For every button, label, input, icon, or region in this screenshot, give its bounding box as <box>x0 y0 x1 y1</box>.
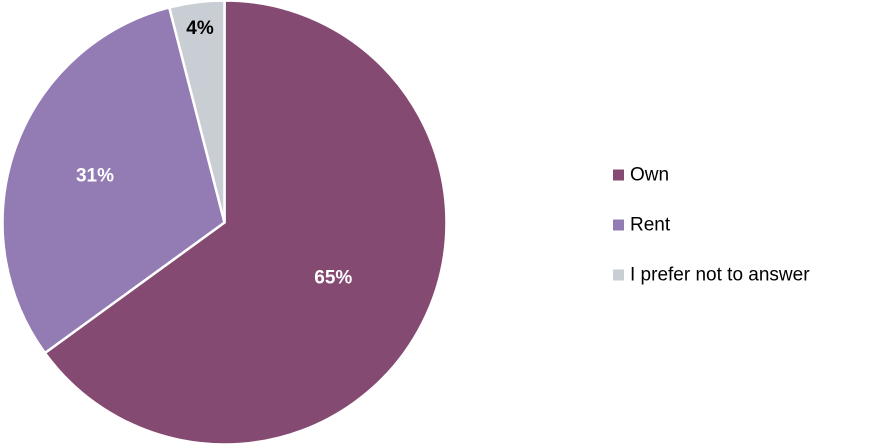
legend: Own Rent I prefer not to answer <box>613 165 810 286</box>
pie-slice-i-prefer-not-to-answer <box>168 0 226 224</box>
data-label-own: 65% <box>314 267 352 288</box>
data-label-rent: 31% <box>76 165 114 186</box>
legend-swatch-own <box>613 169 624 181</box>
legend-swatch-rent <box>613 219 624 231</box>
legend-label-rent: Rent <box>630 215 671 236</box>
legend-label-own: Own <box>630 165 669 186</box>
pie-data-labels: 65% 31% 4% <box>76 18 352 288</box>
legend-label-i-prefer-not-to-answer: I prefer not to answer <box>630 265 810 286</box>
pie-slices <box>1 0 448 444</box>
legend-swatch-i-prefer-not-to-answer <box>613 269 624 281</box>
pie-slice-rent <box>1 6 226 355</box>
pie-slice-own <box>43 0 448 444</box>
data-label-i-prefer-not-to-answer: 4% <box>186 18 214 39</box>
